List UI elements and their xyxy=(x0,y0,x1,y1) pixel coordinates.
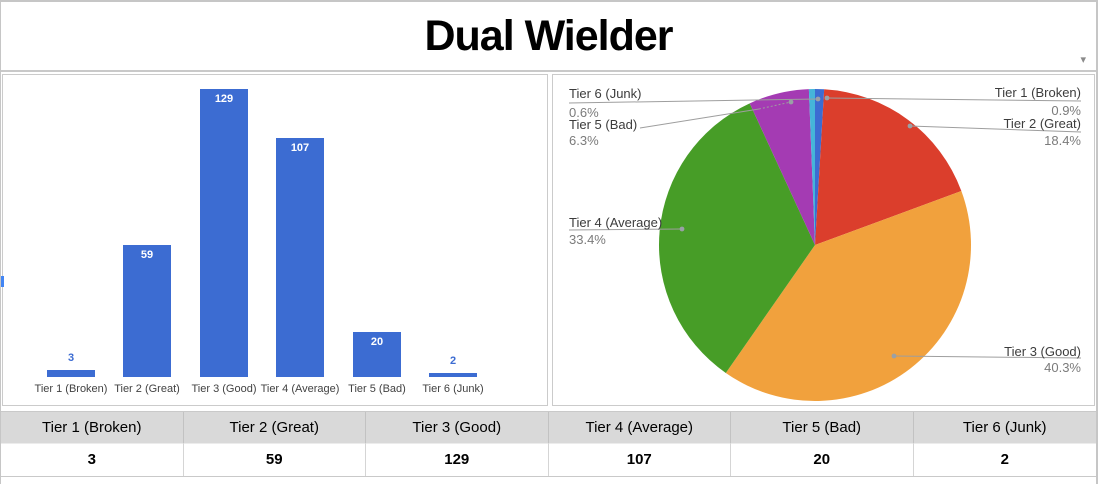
bar-tier-6-junk[interactable] xyxy=(429,373,477,377)
pie-slice-percent: 6.3% xyxy=(569,133,599,148)
chevron-down-icon[interactable]: ▾ xyxy=(1080,54,1086,66)
pie-slice-label: Tier 5 (Bad) xyxy=(569,117,637,132)
table-header-cell: Tier 3 (Good) xyxy=(366,412,549,444)
bar-axis-label: Tier 3 (Good) xyxy=(191,383,257,395)
bar-value-label: 107 xyxy=(290,142,310,154)
bar-value-label: 59 xyxy=(140,249,154,261)
table-header-cell: Tier 5 (Bad) xyxy=(731,412,914,444)
bar-tier-3-good[interactable] xyxy=(200,89,248,377)
pie-callout-line xyxy=(758,101,792,110)
pie-callout-line xyxy=(909,125,1082,133)
pie-callout-dot xyxy=(907,123,913,129)
pie-slice-tier-5-bad[interactable] xyxy=(749,89,815,246)
pie-callout-dot xyxy=(815,96,821,102)
pie-callout-dot xyxy=(891,353,897,359)
bar-value-label: 129 xyxy=(214,93,234,105)
bar-axis-label: Tier 6 (Junk) xyxy=(422,383,484,395)
bar-axis-label: Tier 2 (Great) xyxy=(114,383,180,395)
pie-chart-plot: Tier 1 (Broken) 0.9%Tier 2 (Great) 18.4% Ti… xyxy=(568,85,1082,401)
bar-axis-label: Tier 1 (Broken) xyxy=(34,383,108,395)
pie-slice-tier-6-junk[interactable] xyxy=(808,89,815,245)
pie-slice-label: Tier 3 (Good) xyxy=(1004,344,1081,359)
pie-chart-panel[interactable]: Tier 1 (Broken) 0.9% Tier 2 (Great) 18.4% Ti… xyxy=(552,74,1095,406)
bar-value-label: 20 xyxy=(370,336,384,348)
table-header-cell: Tier 4 (Average) xyxy=(548,412,731,444)
pie-slice-tier-4-average[interactable] xyxy=(659,103,815,373)
bar-axis-label: Tier 4 (Average) xyxy=(260,383,340,395)
pie-callout-dot xyxy=(679,226,685,232)
table-value-cell: 20 xyxy=(731,444,914,476)
bar-tier-1-broken[interactable] xyxy=(47,370,95,377)
pie-slice-label: Tier 2 (Great) xyxy=(1003,116,1081,131)
table-header-cell: Tier 6 (Junk) xyxy=(913,412,1096,444)
pie-slice-label: Tier 4 (Average) xyxy=(569,215,662,230)
pie-slice-percent: 0.9% xyxy=(1051,103,1081,118)
tier-data-table: Tier 1 (Broken) Tier 2 (Great) Tier 3 (G… xyxy=(1,411,1096,477)
table-value-cell: 2 xyxy=(913,444,1096,476)
bar-tier-2-great[interactable] xyxy=(123,245,171,377)
table-value-cell: 3 xyxy=(1,444,184,476)
pie-slice-percent: 33.4% xyxy=(569,232,606,247)
bar-axis-label: Tier 5 (Bad) xyxy=(348,383,406,395)
pie-callout-line xyxy=(893,355,1082,359)
pie-slice-percent: 40.3% xyxy=(1044,360,1081,375)
pie-callout-line xyxy=(639,108,760,129)
table-value-cell: 59 xyxy=(183,444,366,476)
pie-slice-tier-1-broken[interactable] xyxy=(815,89,825,245)
pie-callout-line xyxy=(826,97,1082,102)
pie-callout-dot xyxy=(824,95,830,101)
pie-slice-label: Tier 6 (Junk) xyxy=(569,86,641,101)
table-value-cell: 107 xyxy=(548,444,731,476)
pie-callout-line xyxy=(568,98,819,104)
pie-slice-tier-2-great[interactable] xyxy=(815,89,962,245)
bar-chart-panel[interactable]: 3 Tier 1 (Broken) 59 Tier 2 (Great) 129 Tier … xyxy=(2,74,548,406)
bar-tier-5-bad[interactable] xyxy=(353,332,401,377)
pie-slice-percent: 18.4% xyxy=(1044,133,1081,148)
pie-callout-line xyxy=(568,228,683,231)
bar-value-label: 3 xyxy=(67,352,75,364)
chart-title: Dual Wielder xyxy=(424,11,673,60)
bar-value-label: 2 xyxy=(449,355,457,367)
table-value-cell: 129 xyxy=(366,444,549,476)
pie-slice-tier-3-good[interactable] xyxy=(725,191,971,401)
left-edge-selection-marker xyxy=(1,276,4,287)
chart-title-bar: Dual Wielder ▾ xyxy=(1,2,1096,72)
pie-callout-dot xyxy=(788,99,794,105)
pie-slice-percent: 0.6% xyxy=(569,105,599,120)
table-header-cell: Tier 2 (Great) xyxy=(183,412,366,444)
pie-slice-label: Tier 1 (Broken) xyxy=(995,85,1081,100)
bar-tier-4-average[interactable] xyxy=(276,138,324,377)
charts-row: 3 Tier 1 (Broken) 59 Tier 2 (Great) 129 Tier … xyxy=(1,72,1096,406)
table-header-cell: Tier 1 (Broken) xyxy=(1,412,184,444)
